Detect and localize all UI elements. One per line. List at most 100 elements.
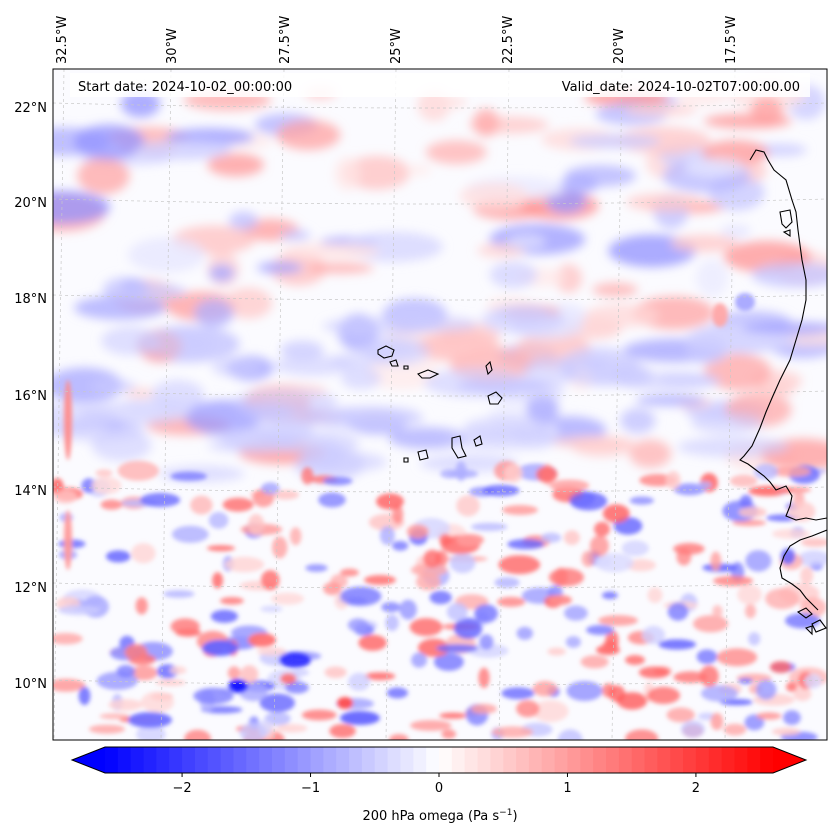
- cape-verde-fogo: [417, 449, 429, 461]
- omega-blob: [696, 649, 718, 664]
- omega-blob: [127, 237, 206, 273]
- omega-blob: [329, 724, 356, 738]
- omega-blob: [798, 550, 827, 567]
- omega-blob: [139, 330, 215, 357]
- lat-label: 18°N: [14, 292, 47, 307]
- omega-blob: [91, 476, 122, 495]
- omega-blob: [260, 570, 280, 591]
- omega-blob: [565, 636, 582, 648]
- colorbar-unit-exponent: −1: [499, 808, 512, 818]
- omega-blob: [516, 626, 533, 640]
- colorbar-cell: [323, 747, 337, 773]
- omega-blob: [291, 669, 310, 676]
- omega-blob: [140, 492, 181, 508]
- omega-blob: [170, 471, 207, 481]
- omega-blob: [410, 563, 448, 577]
- colorbar-cell: [387, 747, 402, 773]
- omega-blob: [358, 341, 418, 358]
- omega-blob: [793, 687, 812, 702]
- omega-blob: [720, 224, 751, 239]
- colorbar-cell: [490, 747, 504, 773]
- omega-blob: [507, 234, 546, 250]
- omega-blob: [564, 605, 588, 621]
- omega-blob: [751, 262, 827, 288]
- omega-blob: [594, 553, 634, 573]
- cape-verde-santiago: [451, 435, 467, 459]
- omega-blob: [125, 387, 156, 399]
- omega-blob: [693, 615, 729, 633]
- omega-blob: [569, 133, 661, 149]
- omega-blob: [504, 464, 523, 483]
- omega-strong-feature: [712, 303, 728, 327]
- colorbar-cell: [451, 747, 466, 773]
- colorbar-cell: [580, 747, 594, 773]
- omega-blob: [712, 605, 723, 618]
- omega-blob: [364, 672, 396, 681]
- omega-blob: [756, 712, 782, 720]
- omega-blob: [117, 460, 159, 481]
- omega-strong-feature: [735, 293, 755, 311]
- omega-blob: [281, 242, 380, 260]
- coastlines: [377, 149, 827, 636]
- omega-blob: [785, 613, 821, 629]
- omega-blob: [53, 190, 111, 224]
- omega-blob: [78, 686, 91, 706]
- omega-blob: [804, 674, 822, 689]
- colorbar-cell: [374, 747, 389, 773]
- colorbar-cell: [631, 747, 646, 773]
- omega-blob: [673, 543, 705, 555]
- omega-blob: [800, 538, 827, 547]
- omega-blob: [569, 491, 608, 511]
- omega-blob: [699, 665, 719, 687]
- omega-blob: [224, 556, 265, 573]
- lat-label: 16°N: [14, 389, 47, 404]
- colorbar-cell: [464, 747, 479, 773]
- colorbar-cell: [169, 747, 183, 773]
- omega-blob: [264, 711, 291, 726]
- omega-strong-feature: [337, 697, 353, 709]
- meridian-line: [724, 69, 736, 740]
- start-date-label: Start date: 2024-10-02_00:00:00: [78, 80, 292, 95]
- omega-blob: [647, 686, 681, 705]
- omega-blob: [53, 633, 83, 645]
- omega-blob: [439, 533, 452, 546]
- omega-strong-feature: [586, 625, 614, 635]
- colorbar-cell: [683, 747, 697, 773]
- omega-blob: [598, 615, 638, 626]
- omega-blob: [629, 496, 654, 505]
- omega-blob: [723, 723, 747, 736]
- colorbar-cells: [72, 747, 806, 773]
- omega-blob: [257, 647, 286, 656]
- omega-blob: [305, 564, 328, 572]
- omega-blob: [307, 406, 425, 431]
- lon-label: 32.5°W: [55, 16, 70, 64]
- omega-blob: [271, 592, 304, 605]
- omega-blob: [392, 504, 404, 524]
- omega-blob: [124, 644, 148, 661]
- cape-verde-santo-antao: [377, 345, 395, 359]
- parallel-line: [53, 294, 827, 301]
- colorbar-unit-suffix: ): [512, 809, 517, 824]
- colorbar-tick-label: −2: [172, 781, 191, 796]
- colorbar-cell: [413, 747, 427, 773]
- omega-blob: [713, 575, 754, 587]
- omega-blob: [629, 439, 672, 468]
- omega-blob: [322, 476, 353, 486]
- omega-blob: [625, 729, 659, 740]
- colorbar-cell: [644, 747, 658, 773]
- omega-blob: [765, 588, 800, 610]
- omega-blob: [549, 479, 590, 492]
- omega-blob: [522, 357, 578, 387]
- colorbar-cell: [156, 747, 170, 773]
- colorbar-tick-label: 2: [692, 781, 700, 796]
- omega-blob: [225, 287, 273, 319]
- colorbar-cell: [182, 747, 196, 773]
- omega-blob: [290, 527, 302, 546]
- omega-blob: [439, 712, 467, 719]
- omega-blob: [583, 304, 659, 328]
- omega-blob: [667, 602, 689, 621]
- omega-blob: [205, 428, 316, 442]
- omega-blob: [105, 550, 131, 563]
- omega-blob: [589, 535, 609, 557]
- omega-blob: [729, 474, 758, 487]
